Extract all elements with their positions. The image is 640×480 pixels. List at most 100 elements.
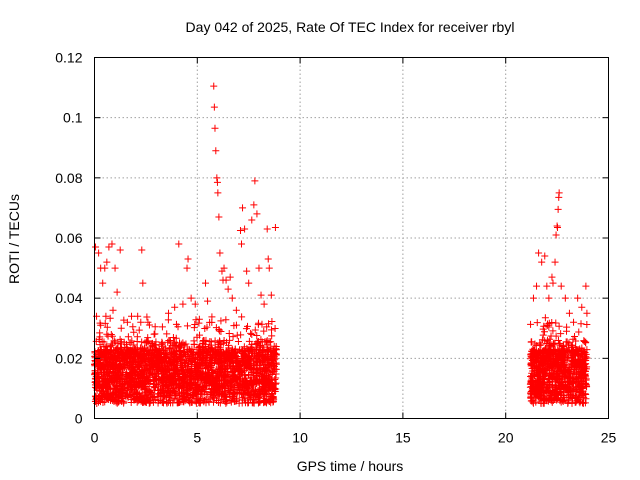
- data-point: [227, 355, 235, 363]
- data-point: [207, 338, 215, 346]
- data-point: [264, 397, 272, 405]
- data-point: [241, 399, 249, 407]
- data-point: [143, 347, 151, 355]
- data-point: [251, 177, 259, 185]
- data-point: [571, 392, 579, 400]
- data-point: [210, 103, 218, 111]
- data-point: [226, 376, 234, 384]
- data-point: [185, 382, 193, 390]
- data-point: [187, 368, 195, 376]
- data-point: [167, 388, 175, 396]
- data-point: [115, 348, 123, 356]
- data-point: [260, 390, 268, 398]
- data-point: [146, 399, 154, 407]
- data-point: [92, 243, 100, 251]
- data-point: [124, 362, 132, 370]
- data-point: [127, 371, 135, 379]
- data-point: [170, 340, 178, 348]
- data-point: [96, 391, 104, 399]
- data-point: [216, 345, 224, 353]
- data-point: [214, 189, 222, 197]
- data-point: [533, 282, 541, 290]
- data-point: [251, 351, 259, 359]
- data-point: [171, 338, 179, 346]
- data-point: [530, 389, 538, 397]
- data-point: [165, 393, 173, 401]
- data-points: [91, 82, 591, 407]
- data-point: [166, 387, 174, 395]
- data-point: [143, 377, 151, 385]
- y-tick-label: 0.02: [55, 350, 82, 366]
- data-point: [549, 279, 557, 287]
- data-point: [268, 332, 276, 340]
- data-point: [255, 264, 263, 272]
- data-point: [103, 323, 111, 331]
- data-point: [548, 381, 556, 389]
- data-point: [165, 309, 173, 317]
- data-point: [174, 399, 182, 407]
- data-point: [145, 351, 153, 359]
- x-tick-label: 25: [601, 430, 617, 446]
- data-point: [190, 337, 198, 345]
- data-point: [158, 339, 166, 347]
- data-point: [116, 379, 124, 387]
- data-point: [164, 338, 172, 346]
- data-point: [261, 371, 269, 379]
- data-point: [240, 387, 248, 395]
- data-point: [232, 358, 240, 366]
- data-point: [574, 294, 582, 302]
- data-point: [529, 367, 537, 375]
- data-point: [190, 324, 198, 332]
- data-point: [210, 82, 218, 90]
- data-point: [120, 316, 128, 324]
- data-point: [100, 338, 108, 346]
- data-point: [144, 318, 152, 326]
- data-point: [161, 346, 169, 354]
- data-point: [211, 337, 219, 345]
- data-point: [253, 331, 261, 339]
- data-point: [222, 276, 230, 284]
- data-point: [97, 349, 105, 357]
- data-point: [163, 364, 171, 372]
- y-tick-label: 0.04: [55, 290, 82, 306]
- data-point: [216, 249, 224, 257]
- data-point: [194, 364, 202, 372]
- data-point: [575, 358, 583, 366]
- data-point: [149, 370, 157, 378]
- data-point: [269, 390, 277, 398]
- data-point: [99, 279, 107, 287]
- data-point: [250, 201, 258, 209]
- data-point: [582, 282, 590, 290]
- data-point: [204, 297, 212, 305]
- data-point: [220, 372, 228, 380]
- data-point: [141, 367, 149, 375]
- data-point: [569, 335, 577, 343]
- data-point: [566, 373, 574, 381]
- data-point: [131, 386, 139, 394]
- data-point: [110, 347, 118, 355]
- data-point: [225, 330, 233, 338]
- data-point: [149, 363, 157, 371]
- data-point: [203, 323, 211, 331]
- data-point: [253, 210, 261, 218]
- data-point: [582, 390, 590, 398]
- data-point: [202, 370, 210, 378]
- data-point: [215, 326, 223, 334]
- data-point: [158, 399, 166, 407]
- data-point: [190, 348, 198, 356]
- data-point: [236, 226, 244, 234]
- data-point: [159, 391, 167, 399]
- data-point: [194, 395, 202, 403]
- data-point: [149, 380, 157, 388]
- data-point: [126, 339, 134, 347]
- data-point: [264, 255, 272, 263]
- data-point: [250, 379, 258, 387]
- data-point: [260, 327, 268, 335]
- data-point: [167, 344, 175, 352]
- data-point: [533, 377, 541, 385]
- data-point: [173, 347, 181, 355]
- data-point: [178, 350, 186, 358]
- data-point: [158, 323, 166, 331]
- data-point: [112, 381, 120, 389]
- data-point: [128, 365, 136, 373]
